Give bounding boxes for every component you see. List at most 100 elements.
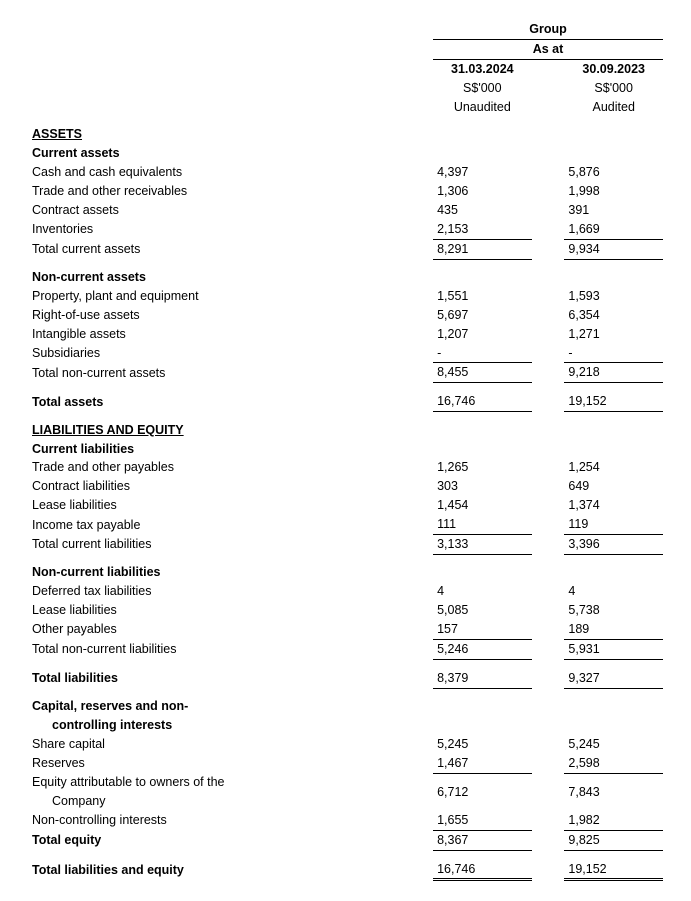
eao-v2: 7,843: [564, 773, 663, 811]
section-assets: ASSETS: [28, 116, 663, 144]
header-asat: As at: [28, 39, 663, 59]
ncl-heading: Non-current liabilities: [28, 554, 433, 582]
eao-label1: Equity attributable to owners of the: [28, 773, 433, 792]
header-group: Group: [28, 20, 663, 39]
row-crnci-h1: Capital, reserves and non-: [28, 688, 663, 716]
nca-heading: Non-current assets: [28, 259, 433, 287]
group-label: Group: [433, 20, 663, 39]
tnca-v1: 8,455: [433, 363, 532, 383]
ta-v2: 19,152: [564, 383, 663, 412]
row-share-capital: Share capital 5,245 5,245: [28, 735, 663, 754]
res-v1: 1,467: [433, 754, 532, 773]
row-contract-assets: Contract assets 435 391: [28, 201, 663, 220]
tnca-label: Total non-current assets: [28, 363, 433, 383]
itp-v1: 111: [433, 515, 532, 534]
row-lease-liab-nc: Lease liabilities 5,085 5,738: [28, 601, 663, 620]
inventories-v2: 1,669: [564, 220, 663, 239]
col2-date: 30.09.2023: [564, 59, 663, 78]
tl-label: Total liabilities: [28, 659, 433, 688]
cash-v2: 5,876: [564, 163, 663, 182]
tncl-v1: 5,246: [433, 639, 532, 659]
header-dates: 31.03.2024 30.09.2023: [28, 59, 663, 78]
ta-v1: 16,746: [433, 383, 532, 412]
tl-v2: 9,327: [564, 659, 663, 688]
eao-label2: Company: [28, 792, 433, 811]
col1-date: 31.03.2024: [433, 59, 532, 78]
row-nci: Non-controlling interests 1,655 1,982: [28, 811, 663, 830]
tp-v2: 1,254: [564, 458, 663, 477]
row-income-tax: Income tax payable 111 119: [28, 515, 663, 534]
row-contract-liab: Contract liabilities 303 649: [28, 477, 663, 496]
crnci-heading1: Capital, reserves and non-: [28, 688, 433, 716]
ll-v2: 1,374: [564, 496, 663, 515]
row-cur-liab-h: Current liabilities: [28, 440, 663, 459]
row-crnci-h2: controlling interests: [28, 716, 663, 735]
te-v1: 8,367: [433, 830, 532, 850]
op-label: Other payables: [28, 620, 433, 639]
subsidiaries-v2: -: [564, 344, 663, 363]
nci-label: Non-controlling interests: [28, 811, 433, 830]
row-current-assets-h: Current assets: [28, 144, 663, 163]
sc-v2: 5,245: [564, 735, 663, 754]
te-label: Total equity: [28, 830, 433, 850]
cl-label: Contract liabilities: [28, 477, 433, 496]
row-deferred-tax: Deferred tax liabilities 4 4: [28, 582, 663, 601]
subsidiaries-v1: -: [433, 344, 532, 363]
cl-v1: 303: [433, 477, 532, 496]
balance-sheet-table: Group As at 31.03.2024 30.09.2023 S$'000…: [28, 20, 663, 881]
row-total-current-assets: Total current assets 8,291 9,934: [28, 239, 663, 259]
row-ppe: Property, plant and equipment 1,551 1,59…: [28, 287, 663, 306]
row-total-ncl: Total non-current liabilities 5,246 5,93…: [28, 639, 663, 659]
tca-label: Total current assets: [28, 239, 433, 259]
inventories-v1: 2,153: [433, 220, 532, 239]
tcl-label: Total current liabilities: [28, 534, 433, 554]
tcl-v2: 3,396: [564, 534, 663, 554]
tp-label: Trade and other payables: [28, 458, 433, 477]
header-audit: Unaudited Audited: [28, 98, 663, 117]
res-v2: 2,598: [564, 754, 663, 773]
row-eao-1: Equity attributable to owners of the 6,7…: [28, 773, 663, 792]
row-reserves: Reserves 1,467 2,598: [28, 754, 663, 773]
ll-v1: 1,454: [433, 496, 532, 515]
contract-assets-label: Contract assets: [28, 201, 433, 220]
row-trade-payables: Trade and other payables 1,265 1,254: [28, 458, 663, 477]
header-units: S$'000 S$'000: [28, 79, 663, 98]
rou-v1: 5,697: [433, 306, 532, 325]
eao-v1: 6,712: [433, 773, 532, 811]
res-label: Reserves: [28, 754, 433, 773]
col2-unit: S$'000: [564, 79, 663, 98]
dtl-label: Deferred tax liabilities: [28, 582, 433, 601]
section-liab-eq: LIABILITIES AND EQUITY: [28, 412, 663, 440]
ppe-v2: 1,593: [564, 287, 663, 306]
row-lease-liab-cur: Lease liabilities 1,454 1,374: [28, 496, 663, 515]
cl-v2: 649: [564, 477, 663, 496]
intangible-v2: 1,271: [564, 325, 663, 344]
rou-label: Right-of-use assets: [28, 306, 433, 325]
cash-label: Cash and cash equivalents: [28, 163, 433, 182]
itp-label: Income tax payable: [28, 515, 433, 534]
asat-label: As at: [433, 39, 663, 59]
row-ncl-h: Non-current liabilities: [28, 554, 663, 582]
intangible-label: Intangible assets: [28, 325, 433, 344]
sc-v1: 5,245: [433, 735, 532, 754]
row-inventories: Inventories 2,153 1,669: [28, 220, 663, 239]
ppe-label: Property, plant and equipment: [28, 287, 433, 306]
cash-v1: 4,397: [433, 163, 532, 182]
ll-label: Lease liabilities: [28, 496, 433, 515]
current-assets-heading: Current assets: [28, 144, 433, 163]
te-v2: 9,825: [564, 830, 663, 850]
ll2-v2: 5,738: [564, 601, 663, 620]
liab-eq-heading: LIABILITIES AND EQUITY: [28, 412, 433, 440]
subsidiaries-label: Subsidiaries: [28, 344, 433, 363]
tncl-v2: 5,931: [564, 639, 663, 659]
dtl-v1: 4: [433, 582, 532, 601]
row-nca-h: Non-current assets: [28, 259, 663, 287]
op-v1: 157: [433, 620, 532, 639]
tcl-v1: 3,133: [433, 534, 532, 554]
ppe-v1: 1,551: [433, 287, 532, 306]
col1-audit: Unaudited: [433, 98, 532, 117]
ta-label: Total assets: [28, 383, 433, 412]
contract-assets-v1: 435: [433, 201, 532, 220]
row-rou: Right-of-use assets 5,697 6,354: [28, 306, 663, 325]
row-cash: Cash and cash equivalents 4,397 5,876: [28, 163, 663, 182]
